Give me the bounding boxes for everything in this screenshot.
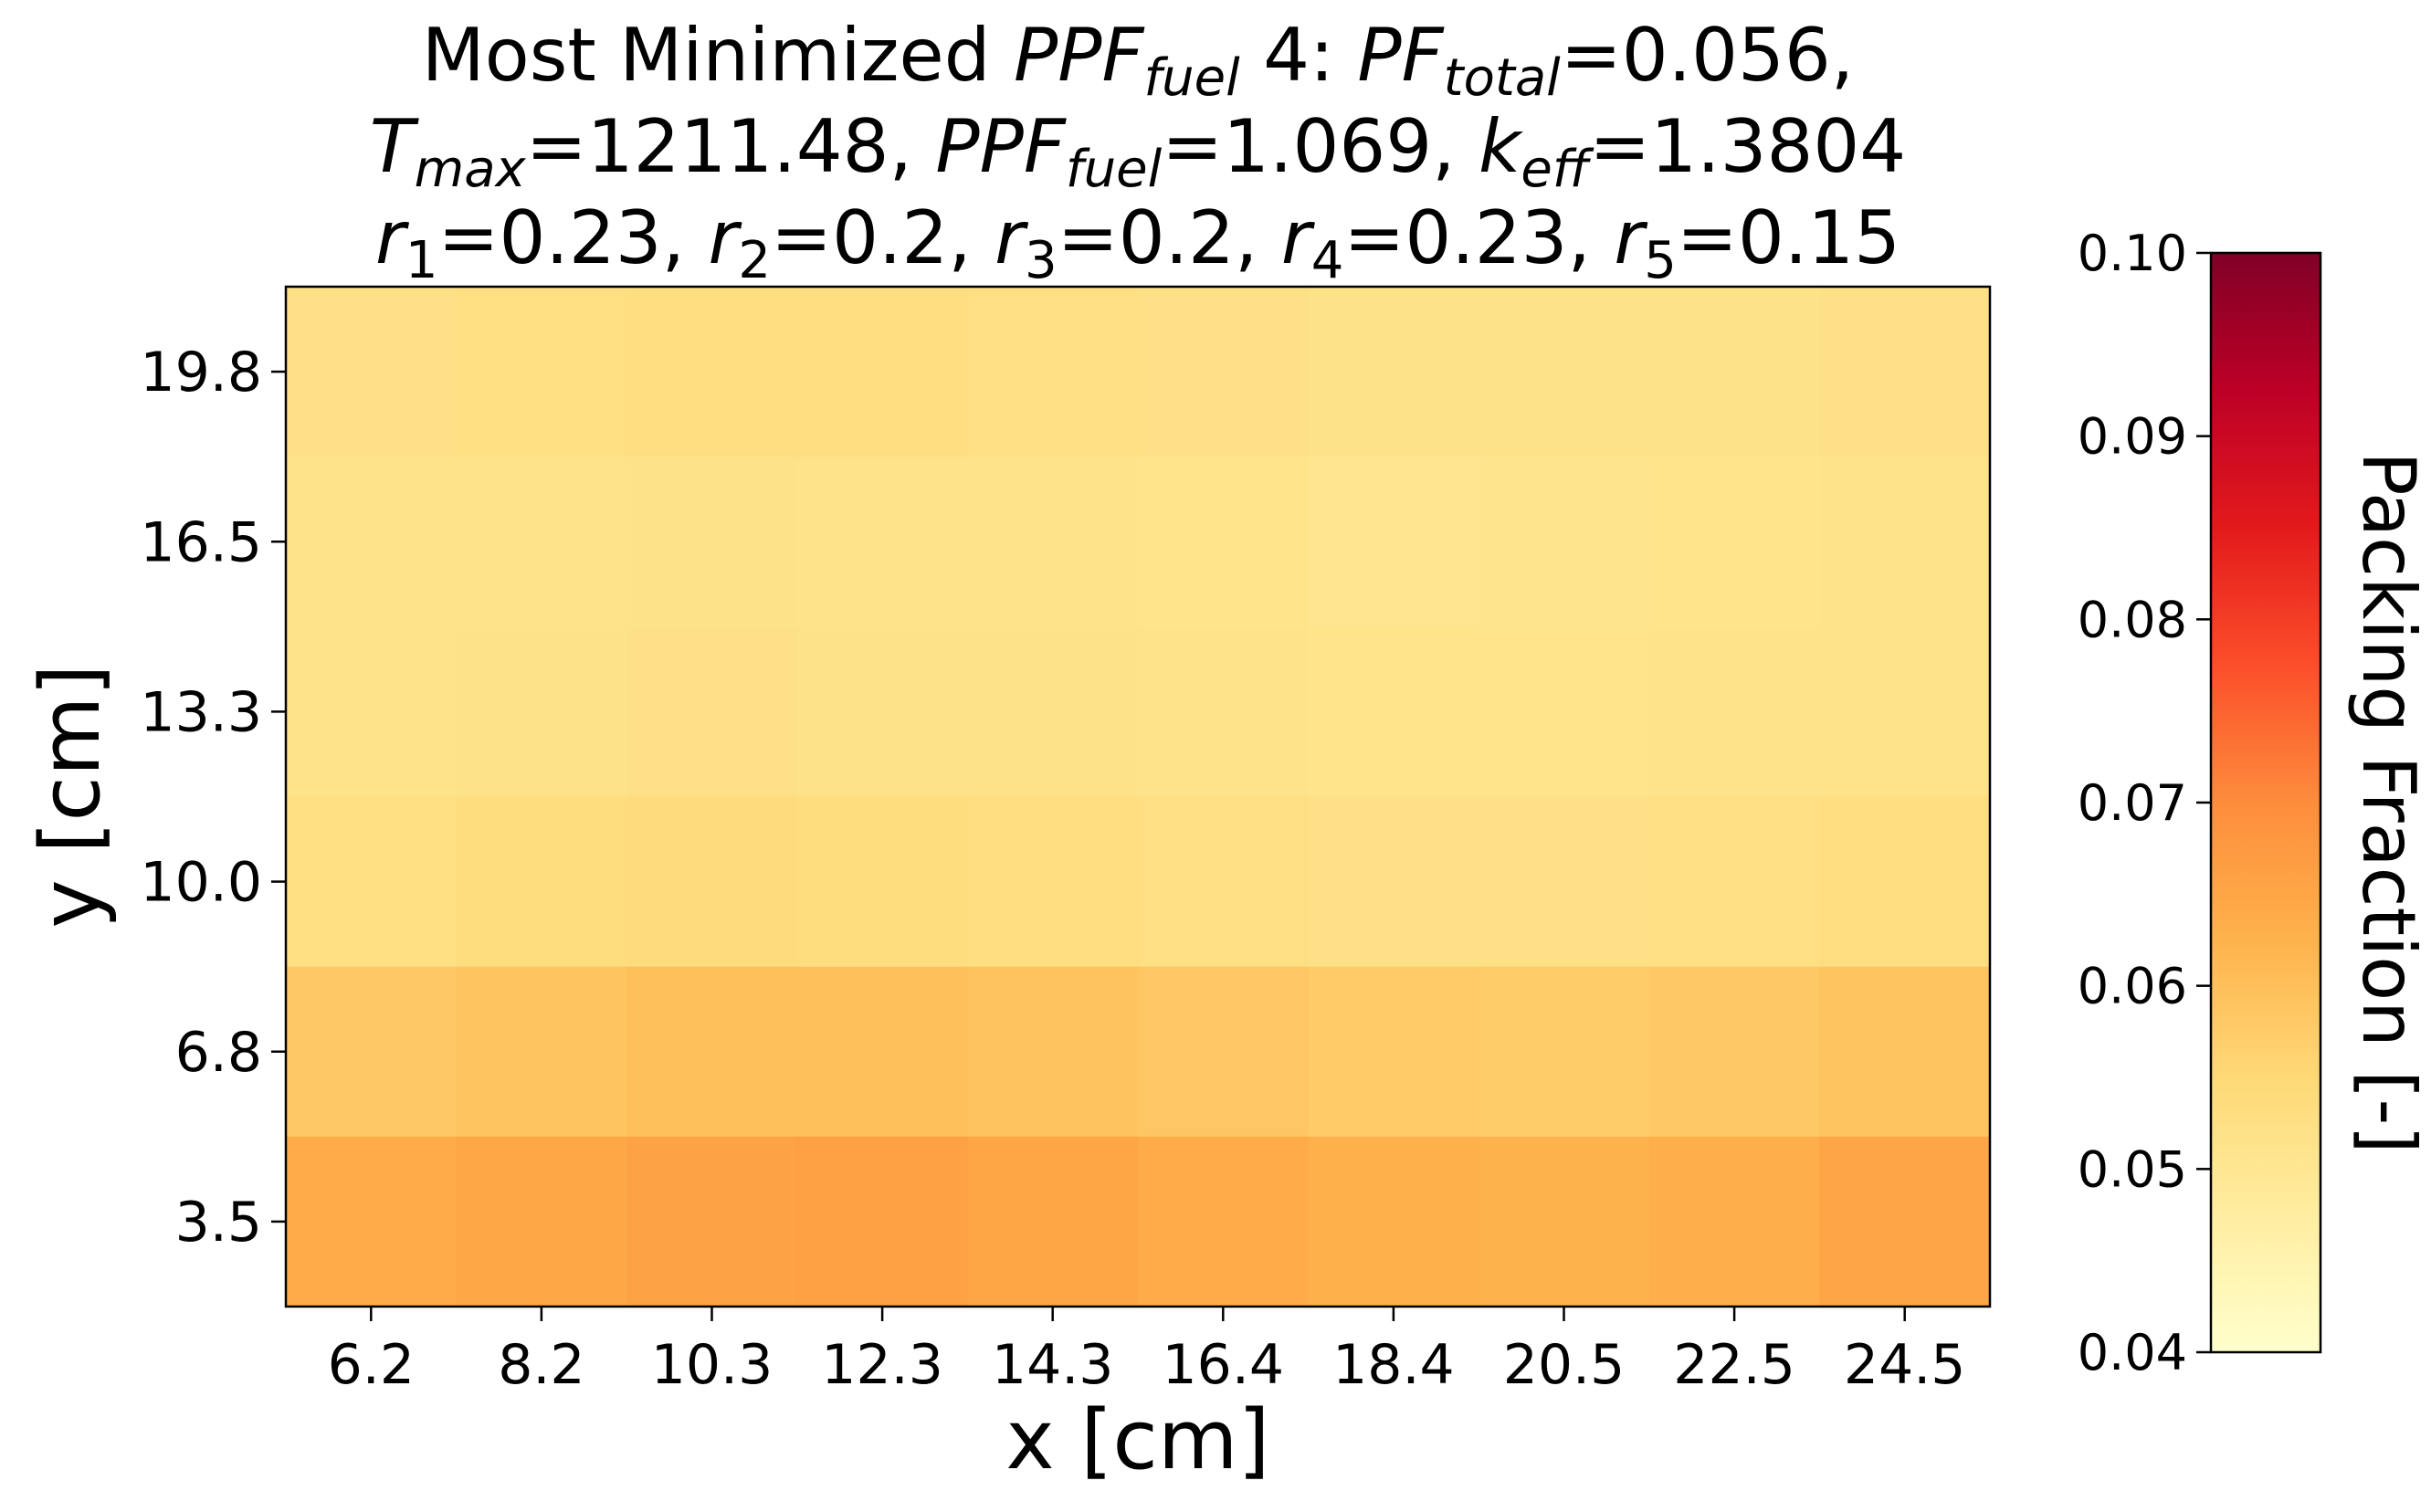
heatmap-cell [1648, 626, 1820, 798]
colorbar-tick-label: 0.09 [2078, 408, 2187, 466]
heatmap-cell [796, 796, 968, 968]
y-tick-label: 19.8 [140, 341, 262, 404]
heatmap-cell [796, 1136, 968, 1307]
heatmap-cell [456, 287, 627, 457]
heatmap-cell [1479, 966, 1650, 1138]
heatmap-cell [286, 626, 458, 798]
heatmap-cell [796, 457, 968, 627]
y-tick-label: 13.3 [140, 680, 262, 744]
heatmap-cell [626, 626, 798, 798]
heatmap-cell [1819, 1136, 1991, 1307]
heatmap-cell [1138, 626, 1310, 798]
y-tick-label: 3.5 [175, 1191, 262, 1255]
heatmap-cell [626, 796, 798, 968]
x-axis-label: x [cm] [1005, 1392, 1269, 1488]
heatmap-cell [967, 966, 1139, 1138]
heatmap-cells [286, 287, 1991, 1307]
heatmap-cell [286, 457, 458, 627]
heatmap-cell [456, 626, 627, 798]
colorbar-tick-label: 0.06 [2078, 958, 2187, 1015]
x-tick-label: 8.2 [498, 1333, 584, 1397]
x-tick-label: 24.5 [1844, 1333, 1966, 1397]
heatmap-cell [456, 966, 627, 1138]
heatmap-cell [286, 966, 458, 1138]
heatmap-cell [967, 796, 1139, 968]
x-tick-label: 20.5 [1503, 1333, 1626, 1397]
heatmap-cell [967, 287, 1139, 457]
heatmap-cell [286, 796, 458, 968]
heatmap-cell [1308, 1136, 1479, 1307]
heatmap-cell [967, 1136, 1139, 1307]
heatmap-cell [1819, 457, 1991, 627]
heatmap-cell [1819, 626, 1991, 798]
x-tick-label: 22.5 [1673, 1333, 1795, 1397]
y-tick-label: 6.8 [175, 1021, 262, 1085]
heatmap-cell [1308, 287, 1479, 457]
heatmap-cell [626, 287, 798, 457]
x-tick-label: 18.4 [1332, 1333, 1455, 1397]
heatmap-cell [796, 626, 968, 798]
heatmap-cell [1479, 796, 1650, 968]
heatmap-cell [1819, 287, 1991, 457]
heatmap-cell [1138, 796, 1310, 968]
heatmap-cell [1308, 626, 1479, 798]
x-tick-label: 6.2 [328, 1333, 415, 1397]
heatmap-cell [1479, 287, 1650, 457]
chart-title-line: Tmax=1211.48, PPFfuel=1.069, keff=1.3804 [370, 104, 1906, 199]
y-tick-label: 16.5 [140, 510, 262, 574]
heatmap-cell [1648, 457, 1820, 627]
heatmap-cell [1308, 966, 1479, 1138]
y-axis-label: y [cm] [23, 664, 119, 928]
heatmap-cell [796, 966, 968, 1138]
heatmap-cell [456, 1136, 627, 1307]
colorbar-tick-label: 0.07 [2078, 774, 2187, 832]
heatmap-cell [1138, 966, 1310, 1138]
heatmap-cell [626, 1136, 798, 1307]
heatmap-cell [626, 457, 798, 627]
heatmap-cell [286, 1136, 458, 1307]
x-tick-label: 14.3 [992, 1333, 1114, 1397]
heatmap-cell [1648, 287, 1820, 457]
colorbar-ticks: 0.10 0.09 0.08 0.07 0.06 0.05 0.04 [2078, 225, 2211, 1381]
heatmap-cell [626, 966, 798, 1138]
x-tick-label: 12.3 [821, 1333, 943, 1397]
heatmap-cell [1648, 1136, 1820, 1307]
heatmap-cell [1138, 1136, 1310, 1307]
colorbar-tick-label: 0.04 [2078, 1324, 2187, 1381]
x-tick-label: 10.3 [651, 1333, 774, 1397]
colorbar [2209, 251, 2322, 1354]
heatmap-cell [1819, 966, 1991, 1138]
x-tick-label: 16.4 [1163, 1333, 1285, 1397]
chart-title-line: r1=0.23, r2=0.2, r3=0.2, r4=0.23, r5=0.1… [375, 195, 1900, 290]
heatmap-cell [1138, 457, 1310, 627]
heatmap-cell [967, 626, 1139, 798]
y-tick-label: 10.0 [140, 851, 262, 915]
heatmap-cell [456, 796, 627, 968]
heatmap-cell [1648, 796, 1820, 968]
heatmap-cell [1138, 287, 1310, 457]
chart-title-line: Most Minimized PPFfuel 4: PFtotal=0.056, [422, 13, 1854, 108]
heatmap-cell [1308, 457, 1479, 627]
heatmap-cell [1308, 796, 1479, 968]
heatmap-cell [967, 457, 1139, 627]
colorbar-tick-label: 0.08 [2078, 591, 2187, 648]
heatmap-cell [796, 287, 968, 457]
chart-title: Most Minimized PPFfuel 4: PFtotal=0.056,… [370, 13, 1906, 290]
y-axis-ticks: 19.8 16.5 13.3 10.0 6.8 3.5 [140, 341, 286, 1255]
heatmap-cell [1479, 1136, 1650, 1307]
plot-frame [284, 285, 1992, 1308]
heatmap-cell [1479, 626, 1650, 798]
colorbar-tick-label: 0.10 [2078, 225, 2187, 282]
heatmap-cell [456, 457, 627, 627]
colorbar-label: Packing Fraction [-] [2346, 451, 2431, 1153]
heatmap-cell [1819, 796, 1991, 968]
colorbar-tick-label: 0.05 [2078, 1140, 2187, 1198]
heatmap-cell [286, 287, 458, 457]
heatmap-cell [1648, 966, 1820, 1138]
heatmap-cell [1479, 457, 1650, 627]
x-axis-ticks: 6.2 8.2 10.3 12.3 14.3 16.4 18.4 20.5 22.5 24.5 [328, 1307, 1966, 1397]
